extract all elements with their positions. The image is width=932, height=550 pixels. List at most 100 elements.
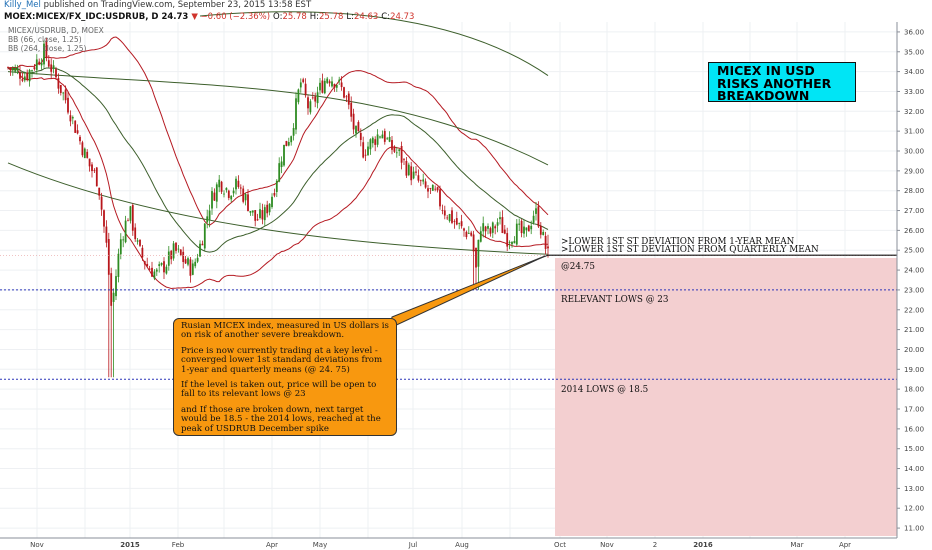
author-name[interactable]: Killy_Mel: [4, 0, 41, 10]
candle-body: [40, 63, 43, 66]
candle-body: [191, 263, 194, 275]
candle: [134, 223, 137, 242]
candle: [520, 219, 523, 238]
candle-body: [146, 263, 149, 267]
candle: [141, 245, 144, 261]
candle: [230, 195, 233, 203]
candle-body: [311, 97, 314, 99]
candle-body: [443, 210, 446, 216]
candle-body: [292, 127, 295, 136]
candle: [182, 246, 185, 269]
candle: [103, 209, 105, 233]
candle-body: [271, 196, 273, 208]
candle: [393, 145, 396, 154]
candle-body: [405, 160, 408, 176]
candle-body: [340, 82, 343, 88]
candle: [374, 136, 377, 152]
symbol-name[interactable]: MOEX:MICEX/FX_IDC:USDRUB, D: [4, 12, 159, 22]
candle-body: [501, 217, 504, 234]
candle-body: [326, 78, 329, 83]
x-tick-label: May: [313, 541, 327, 549]
candle-body: [511, 242, 513, 245]
candle: [71, 115, 74, 125]
candle: [254, 209, 257, 227]
candle-body: [45, 40, 48, 59]
candle-body: [122, 239, 125, 241]
candle-body: [374, 139, 377, 145]
candle-body: [278, 163, 281, 182]
candle-body: [59, 84, 62, 93]
candle-body: [175, 242, 177, 251]
candle-body: [23, 76, 26, 81]
legend-bb-264[interactable]: BB (264, close, 1.25): [8, 44, 87, 53]
candle: [158, 261, 161, 273]
candle-body: [57, 78, 60, 89]
candle-body: [268, 203, 271, 213]
y-tick-label: 33.00: [904, 88, 924, 96]
candle-body: [355, 125, 357, 134]
candle: [352, 108, 355, 135]
candle-body: [403, 159, 405, 161]
candle: [436, 186, 439, 193]
candle-body: [211, 191, 213, 209]
callout-paragraph-3: If the level is taken out, price will be…: [181, 380, 377, 400]
x-tick-label: Apr: [266, 541, 278, 549]
candle-body: [335, 85, 338, 88]
candle: [511, 240, 513, 248]
candle-body: [223, 193, 225, 195]
candle: [503, 225, 506, 235]
candle-body: [86, 151, 89, 158]
y-tick-label: 23.00: [904, 286, 924, 294]
candle: [47, 55, 50, 68]
candle-body: [218, 179, 221, 188]
candle: [263, 204, 266, 226]
legend-main-series[interactable]: MICEX/USDRUB, D, MOEX: [8, 26, 104, 35]
candle-body: [307, 97, 309, 109]
candle-body: [381, 134, 384, 139]
candle: [292, 123, 295, 141]
candle-body: [261, 210, 264, 220]
candle: [127, 218, 129, 222]
annotation-2014-lows: 2014 LOWS @ 18.5: [561, 385, 649, 395]
candle-body: [532, 215, 535, 223]
candle-body: [503, 229, 506, 234]
quarterly-lower-band: [7, 67, 549, 290]
candle-body: [352, 113, 355, 130]
candle-body: [139, 239, 141, 246]
candle-body: [427, 188, 429, 192]
candle-body: [263, 207, 266, 221]
last-price: 24.73: [161, 12, 189, 22]
candle: [347, 91, 350, 110]
candle-body: [165, 266, 168, 274]
candle: [163, 257, 165, 280]
candle: [52, 60, 55, 74]
candle: [530, 220, 533, 235]
candle-body: [434, 188, 437, 190]
candle-body: [467, 232, 470, 234]
time-axis: Nov 2015 Feb Apr May Jul Aug Oct Nov 2 2016 Mar Apr: [0, 537, 897, 549]
y-tick-label: 17.00: [904, 406, 924, 414]
candle-body: [172, 243, 175, 259]
candle-body: [100, 196, 103, 210]
candle: [14, 64, 17, 74]
ohlc-high: 25.78: [319, 12, 344, 22]
publish-header: Killy_Mel published on TradingView.com, …: [4, 0, 311, 10]
candle-body: [422, 179, 425, 182]
candle-body: [463, 228, 465, 231]
candle: [107, 232, 110, 378]
candle-body: [424, 181, 427, 188]
candle-body: [285, 140, 288, 147]
candle: [148, 265, 151, 270]
candle-body: [235, 178, 237, 190]
candle: [208, 204, 211, 228]
candle-body: [21, 79, 24, 81]
candle: [290, 135, 293, 146]
title-line-1: MICEX IN USD: [717, 63, 815, 78]
candle: [316, 86, 319, 109]
candle: [242, 185, 245, 204]
candle: [451, 207, 453, 225]
candle: [50, 58, 53, 79]
candle: [45, 37, 48, 62]
candle-body: [535, 208, 537, 214]
legend-bb-66[interactable]: BB (66, close, 1.25): [8, 35, 82, 44]
